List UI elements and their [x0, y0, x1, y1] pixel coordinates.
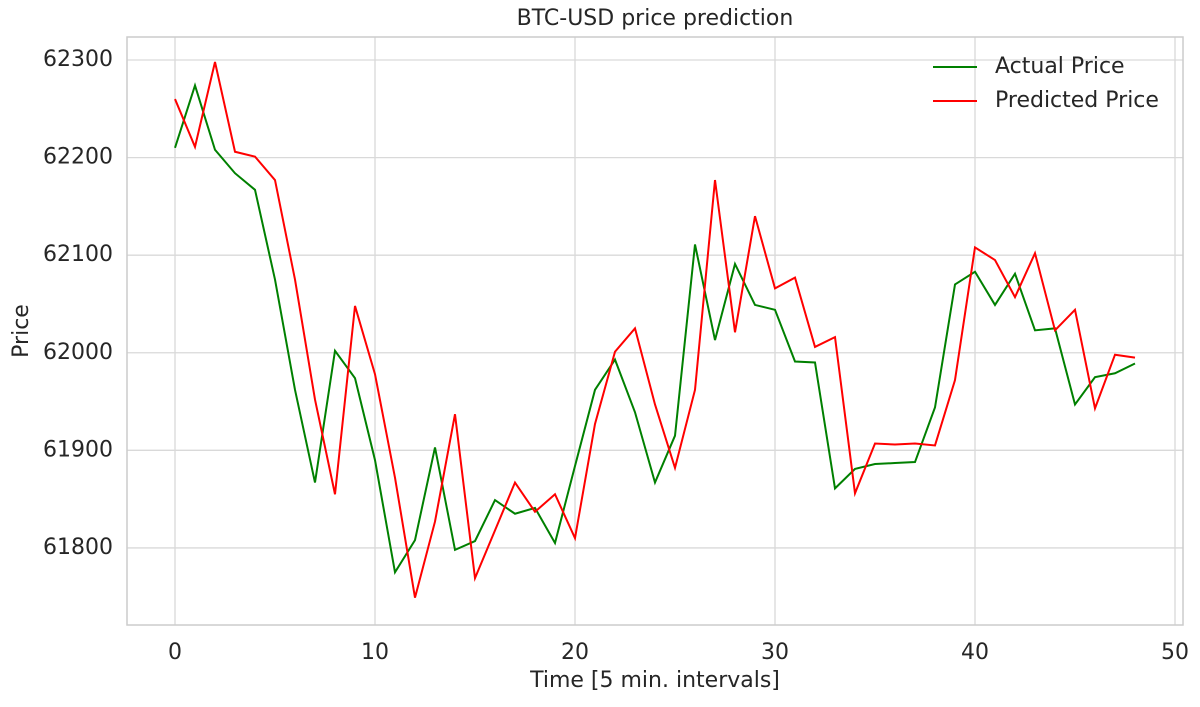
x-axis-label: Time [5 min. intervals] — [529, 668, 780, 693]
x-tick-label: 10 — [361, 640, 389, 665]
legend-label: Actual Price — [995, 54, 1125, 79]
y-axis-label: Price — [9, 304, 34, 358]
y-tick-label: 62200 — [43, 145, 113, 170]
x-tick-label: 0 — [168, 640, 182, 665]
y-tick-label: 62100 — [43, 242, 113, 267]
series-line — [174, 61, 1136, 598]
x-tick-label: 30 — [761, 640, 789, 665]
y-tick-label: 62000 — [43, 340, 113, 365]
x-tick-label: 50 — [1161, 640, 1189, 665]
y-tick-label: 61800 — [43, 535, 113, 560]
x-tick-label: 20 — [561, 640, 589, 665]
legend-label: Predicted Price — [995, 88, 1159, 113]
series-line — [174, 82, 1136, 576]
chart-title: BTC-USD price prediction — [517, 6, 794, 31]
x-tick-label: 40 — [961, 640, 989, 665]
plot-frame — [126, 36, 1184, 626]
y-tick-label: 62300 — [43, 47, 113, 72]
y-tick-label: 61900 — [43, 437, 113, 462]
